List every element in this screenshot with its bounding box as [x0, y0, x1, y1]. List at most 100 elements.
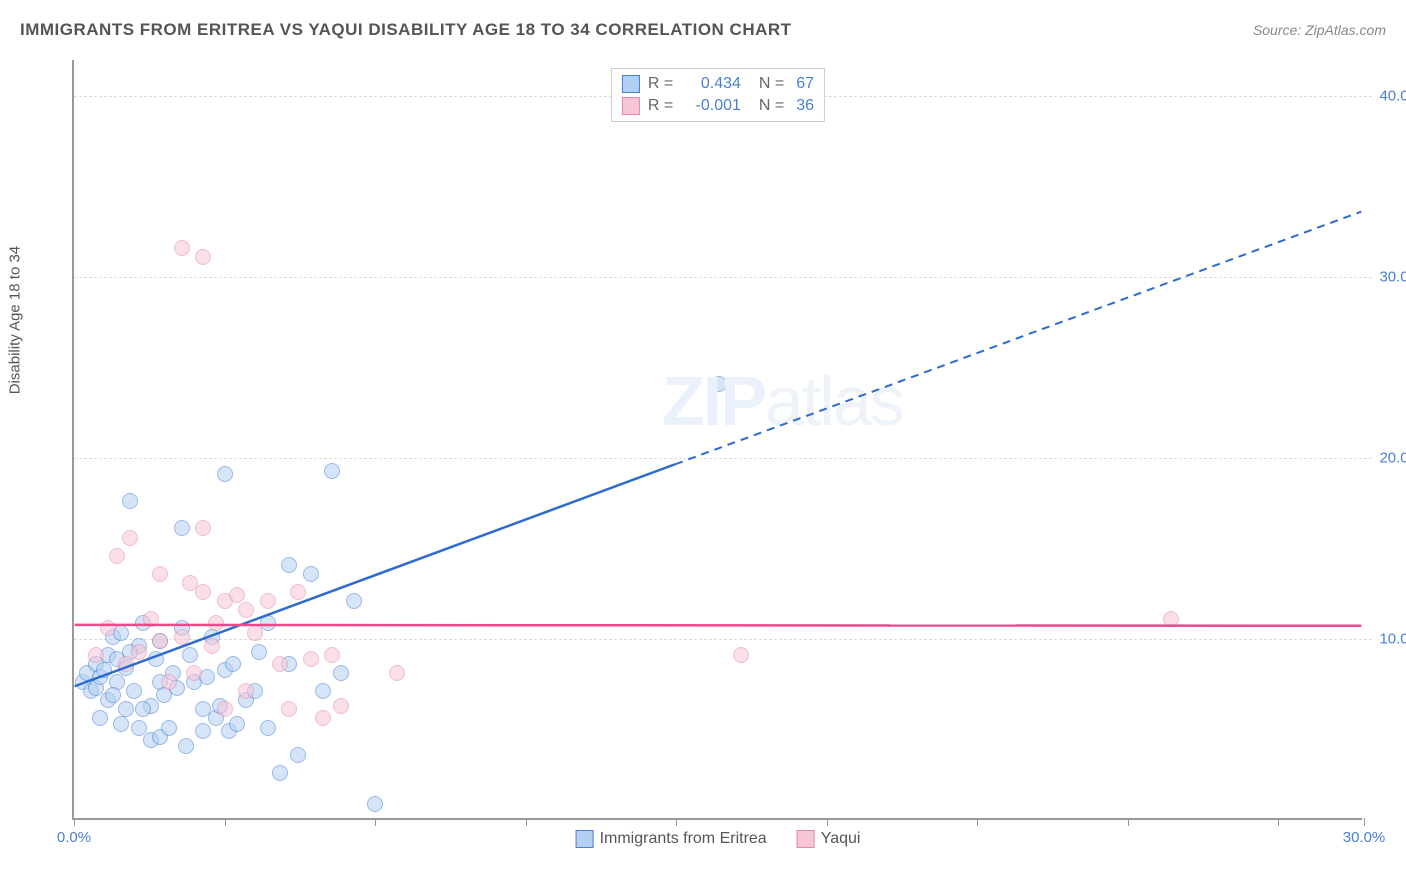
scatter-point	[135, 701, 151, 717]
plot-area: ZIPatlas R =0.434N =67R =-0.001N =36 Imm…	[72, 60, 1362, 820]
x-tick	[375, 818, 376, 826]
legend-swatch	[576, 830, 594, 848]
x-tick-label: 0.0%	[57, 829, 91, 846]
correlation-legend: R = 0.434 N = 67 R =-0.001N =36	[611, 68, 825, 122]
y-tick-label: 10.0%	[1379, 631, 1406, 648]
scatter-point	[118, 656, 134, 672]
legend-swatch	[622, 97, 640, 115]
scatter-point	[126, 683, 142, 699]
scatter-point	[251, 644, 267, 660]
legend-swatch	[797, 830, 815, 848]
chart-header: IMMIGRANTS FROM ERITREA VS YAQUI DISABIL…	[20, 20, 1386, 40]
source-label: Source: ZipAtlas.com	[1253, 22, 1386, 38]
watermark-atlas: atlas	[765, 362, 903, 440]
gridline-horizontal	[74, 458, 1372, 459]
scatter-point	[303, 566, 319, 582]
scatter-point	[152, 566, 168, 582]
scatter-point	[389, 665, 405, 681]
series-legend-item: Yaqui	[797, 830, 861, 848]
scatter-point	[272, 656, 288, 672]
gridline-horizontal	[74, 277, 1372, 278]
scatter-point	[229, 587, 245, 603]
scatter-point	[225, 656, 241, 672]
scatter-point	[208, 615, 224, 631]
y-tick-label: 40.0%	[1379, 88, 1406, 105]
scatter-point	[143, 611, 159, 627]
scatter-point	[315, 710, 331, 726]
x-tick	[74, 818, 75, 826]
scatter-point	[148, 651, 164, 667]
scatter-point	[333, 665, 349, 681]
scatter-point	[122, 493, 138, 509]
scatter-point	[161, 720, 177, 736]
scatter-point	[324, 647, 340, 663]
scatter-point	[272, 765, 288, 781]
scatter-point	[333, 698, 349, 714]
series-legend-label: Yaqui	[821, 830, 861, 848]
legend-n-label: N =	[759, 75, 784, 93]
scatter-point	[260, 720, 276, 736]
scatter-point	[733, 647, 749, 663]
scatter-point	[174, 520, 190, 536]
legend-r-label: R =	[648, 97, 678, 115]
scatter-point	[161, 674, 177, 690]
scatter-point	[247, 625, 263, 641]
scatter-point	[238, 602, 254, 618]
scatter-point	[229, 716, 245, 732]
x-tick	[225, 818, 226, 826]
scatter-point	[182, 575, 198, 591]
scatter-point	[281, 557, 297, 573]
scatter-point	[346, 593, 362, 609]
scatter-point	[182, 647, 198, 663]
scatter-point	[105, 687, 121, 703]
series-legend-item: Immigrants from Eritrea	[576, 830, 767, 848]
y-tick-label: 20.0%	[1379, 450, 1406, 467]
legend-r-value: 0.434	[686, 75, 741, 93]
x-tick	[1364, 818, 1365, 826]
scatter-point	[100, 620, 116, 636]
scatter-point	[92, 710, 108, 726]
scatter-point	[131, 720, 147, 736]
series-legend-label: Immigrants from Eritrea	[600, 830, 767, 848]
scatter-point	[260, 593, 276, 609]
scatter-point	[315, 683, 331, 699]
correlation-legend-row: R =-0.001N =36	[622, 95, 814, 117]
y-tick-label: 30.0%	[1379, 269, 1406, 286]
watermark-zip: ZIP	[662, 362, 765, 440]
scatter-point	[131, 644, 147, 660]
correlation-legend-row: R =0.434N =67	[622, 73, 814, 95]
scatter-point	[174, 629, 190, 645]
x-tick-label: 30.0%	[1343, 829, 1386, 846]
scatter-point	[290, 584, 306, 600]
legend-swatch	[622, 75, 640, 93]
scatter-point	[367, 796, 383, 812]
x-tick	[1278, 818, 1279, 826]
scatter-point	[178, 738, 194, 754]
y-axis-label: Disability Age 18 to 34	[7, 246, 24, 394]
gridline-horizontal	[74, 639, 1372, 640]
scatter-point	[1163, 611, 1179, 627]
scatter-point	[281, 701, 297, 717]
x-tick	[977, 818, 978, 826]
scatter-point	[152, 633, 168, 649]
scatter-point	[217, 466, 233, 482]
scatter-point	[195, 520, 211, 536]
scatter-point	[195, 723, 211, 739]
trend-line-dashed	[675, 212, 1361, 465]
legend-n-value: 67	[796, 75, 814, 93]
legend-n-value: 36	[796, 97, 814, 115]
scatter-point	[204, 638, 220, 654]
watermark: ZIPatlas	[662, 361, 903, 441]
scatter-point	[711, 376, 727, 392]
x-tick	[526, 818, 527, 826]
x-tick	[1128, 818, 1129, 826]
scatter-point	[195, 249, 211, 265]
scatter-point	[324, 463, 340, 479]
chart-container: Disability Age 18 to 34 ZIPatlas R =0.43…	[20, 50, 1390, 870]
trend-lines	[74, 60, 1362, 818]
x-tick	[676, 818, 677, 826]
scatter-point	[290, 747, 306, 763]
scatter-point	[217, 701, 233, 717]
scatter-point	[238, 683, 254, 699]
x-tick	[827, 818, 828, 826]
